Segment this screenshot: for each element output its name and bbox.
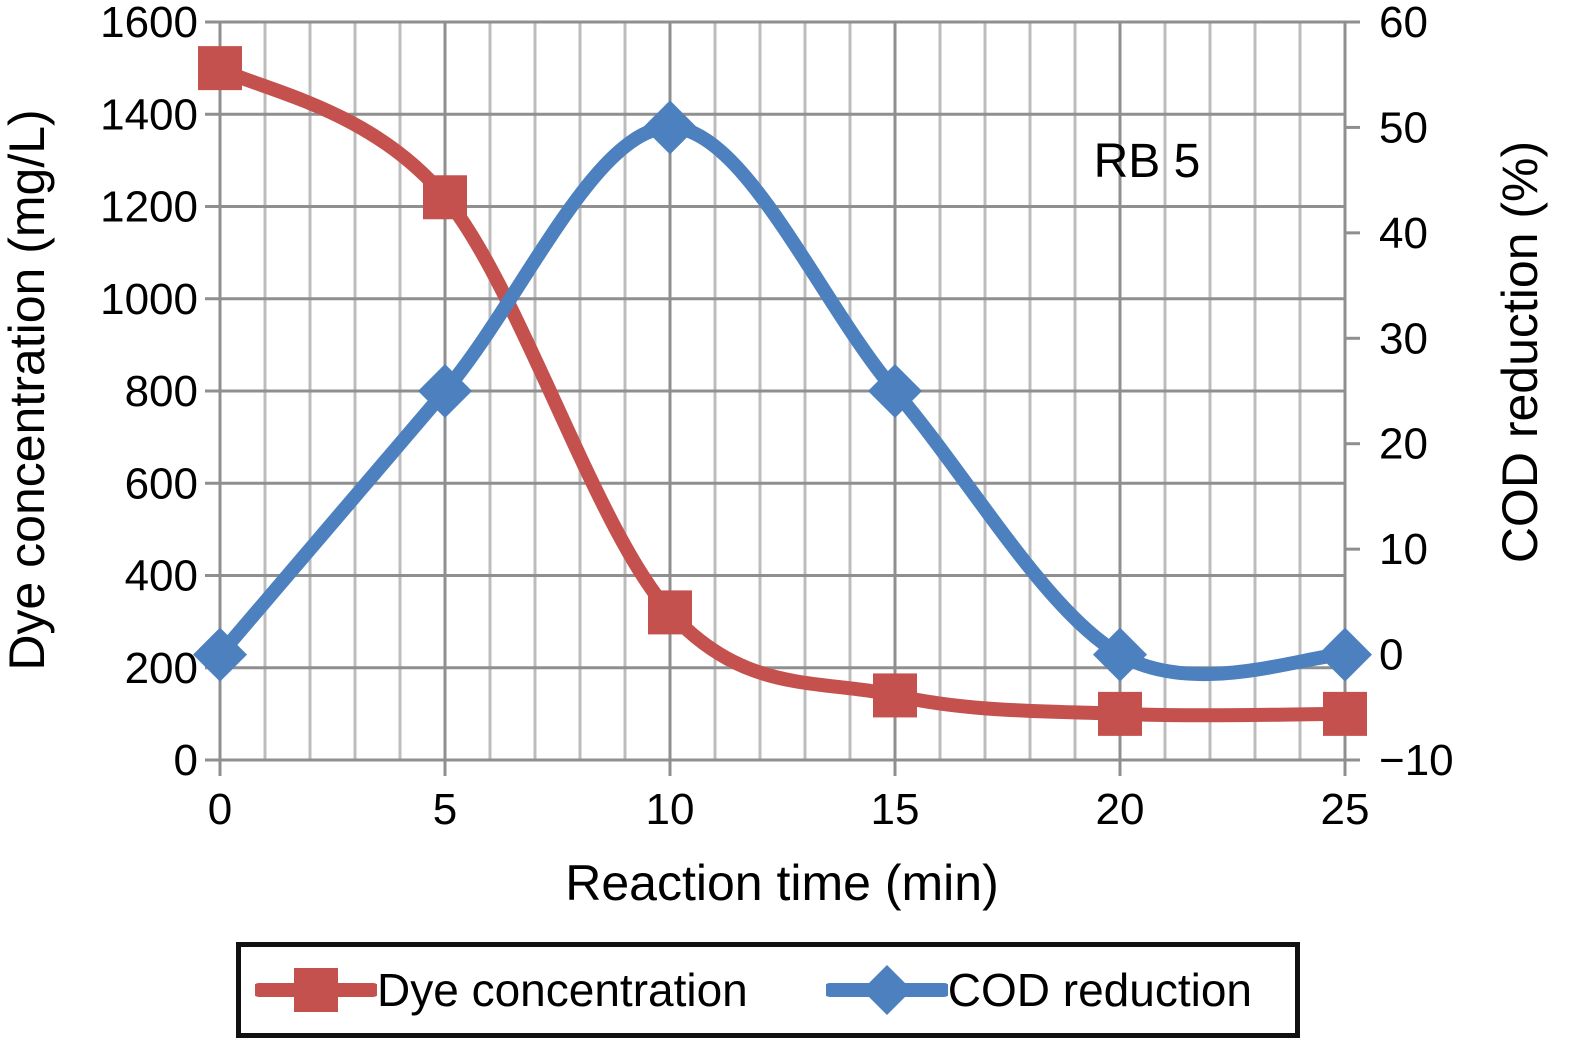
- left-axis-tick-label: 1200: [100, 183, 198, 232]
- x-axis-tick-label: 15: [871, 785, 920, 834]
- left-axis-tick-label: 1000: [100, 275, 198, 324]
- gridlines-major: [218, 20, 1347, 762]
- series-line-1: [213, 120, 1352, 682]
- data-point-square: [1098, 691, 1142, 736]
- data-point-square: [198, 46, 242, 91]
- left-axis-title: Dye concentration (mg/L): [0, 109, 55, 670]
- right-axis-tick-label: 40: [1379, 209, 1428, 258]
- x-axis-tick-label: 5: [433, 785, 457, 834]
- data-point-diamond: [193, 627, 247, 682]
- cod-series-marker-icon: [825, 965, 948, 1015]
- right-axis-tick-label: 20: [1379, 420, 1428, 469]
- series-markers: [193, 46, 1372, 736]
- right-axis-tick-label: 10: [1379, 525, 1428, 574]
- annotation-rb5: RB 5: [1094, 135, 1201, 188]
- x-axis-title: Reaction time (min): [565, 855, 998, 911]
- right-axis-tick-label: 0: [1379, 631, 1403, 680]
- data-point-square: [648, 590, 692, 635]
- left-axis-tick-label: 800: [125, 367, 198, 416]
- x-axis-tick-label: 25: [1321, 785, 1370, 834]
- data-point-diamond: [643, 100, 697, 155]
- left-axis-tick-label: 400: [125, 552, 198, 601]
- data-point-square: [1323, 691, 1367, 736]
- x-axis-tick-label: 20: [1096, 785, 1145, 834]
- right-axis-tick-label: −10: [1379, 736, 1454, 785]
- right-axis-title: COD reduction (%): [1492, 141, 1548, 563]
- dye-series-marker-icon: [255, 968, 377, 1012]
- data-point-square: [873, 673, 917, 718]
- right-axis-tick-label: 30: [1379, 314, 1428, 363]
- right-axis-tick-label: 50: [1379, 103, 1428, 152]
- data-point-diamond: [1093, 627, 1147, 682]
- legend: Dye concentration COD reduction: [236, 942, 1300, 1038]
- data-point-diamond: [868, 364, 922, 418]
- left-axis-tick-label: 600: [125, 459, 198, 508]
- left-axis-tick-label: 1600: [100, 0, 198, 47]
- x-axis-tick-label: 0: [208, 785, 232, 834]
- data-point-square: [423, 175, 467, 220]
- left-axis-tick-label: 0: [174, 736, 198, 785]
- legend-label-cod-reduction: COD reduction: [947, 964, 1252, 1016]
- legend-item-cod-reduction: COD reduction: [825, 964, 1252, 1016]
- right-axis-tick-label: 60: [1379, 0, 1428, 47]
- data-point-diamond: [418, 364, 472, 418]
- legend-item-dye-concentration: Dye concentration: [255, 964, 748, 1016]
- x-axis-tick-label: 10: [646, 785, 695, 834]
- left-axis-tick-label: 200: [125, 644, 198, 693]
- left-axis-tick-label: 1400: [100, 90, 198, 139]
- legend-label-dye-concentration: Dye concentration: [377, 964, 748, 1016]
- data-point-diamond: [1318, 627, 1372, 682]
